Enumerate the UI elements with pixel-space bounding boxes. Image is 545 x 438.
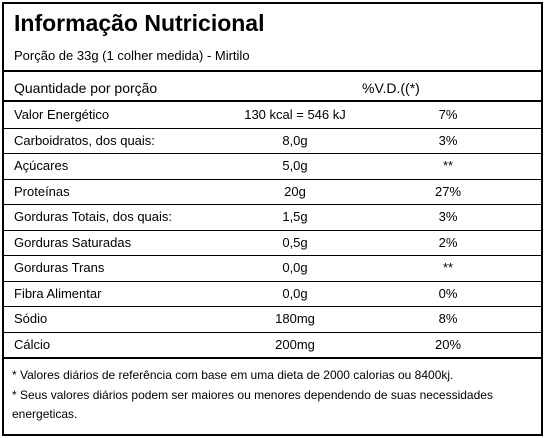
row-rule — [4, 306, 541, 307]
nutrient-label: Gorduras Trans — [14, 260, 105, 275]
amount: 0,5g — [282, 234, 308, 250]
nutrient-label: Carboidratos, dos quais: — [14, 132, 155, 148]
row-rule — [4, 255, 541, 256]
row-rule — [4, 204, 541, 205]
row-rule — [4, 280, 541, 282]
daily-value: 7% — [438, 107, 458, 122]
amount: 200mg — [275, 336, 315, 352]
row-rule — [4, 357, 541, 359]
nutrient-label: Valor Energético — [14, 107, 110, 122]
amount: 0,0g — [282, 260, 308, 275]
row-rule — [4, 127, 541, 129]
nutrient-label: Açúcares — [14, 158, 69, 173]
nutrient-label: Gorduras Saturadas — [14, 234, 132, 250]
title: Informação Nutricional — [14, 10, 265, 36]
row-rule — [4, 178, 541, 180]
amount: 8,0g — [282, 132, 308, 148]
column-header: Quantidade por porção — [14, 80, 158, 96]
daily-value: 2% — [438, 234, 458, 250]
daily-value: 8% — [438, 311, 458, 326]
nutrient-label: Sódio — [14, 311, 48, 326]
amount: 130 kcal = 546 kJ — [244, 107, 346, 122]
nutrient-label: Fibra Alimentar — [14, 285, 102, 301]
row-rule — [4, 331, 541, 333]
daily-value: ** — [442, 158, 454, 173]
footnote: * Seus valores diários podem ser maiores… — [12, 388, 493, 421]
amount: 1,5g — [282, 209, 308, 224]
nutrient-label: Gorduras Totais, dos quais: — [14, 209, 173, 224]
amount: 5,0g — [282, 158, 308, 173]
nutrient-label: Cálcio — [14, 336, 51, 352]
daily-value: 20% — [434, 336, 462, 352]
column-header: %V.D.((*) — [362, 80, 420, 96]
serving: Porção de 33g (1 colher medida) - Mirtil… — [14, 48, 250, 63]
daily-value: 27% — [434, 183, 462, 199]
daily-value: 3% — [438, 132, 458, 148]
row-rule — [4, 153, 541, 154]
daily-value: 0% — [438, 285, 458, 301]
footnote: * Valores diários de referência com base… — [12, 368, 454, 382]
nutrient-label: Proteínas — [14, 183, 70, 199]
row-rule — [4, 229, 541, 231]
daily-value: 3% — [438, 209, 458, 224]
daily-value: ** — [442, 260, 454, 275]
amount: 20g — [284, 183, 306, 199]
rule — [4, 70, 541, 72]
footnotes: * Valores diários de referência com base… — [12, 366, 532, 425]
amount: 0,0g — [282, 285, 308, 301]
amount: 180mg — [275, 311, 315, 326]
rule — [4, 100, 541, 102]
